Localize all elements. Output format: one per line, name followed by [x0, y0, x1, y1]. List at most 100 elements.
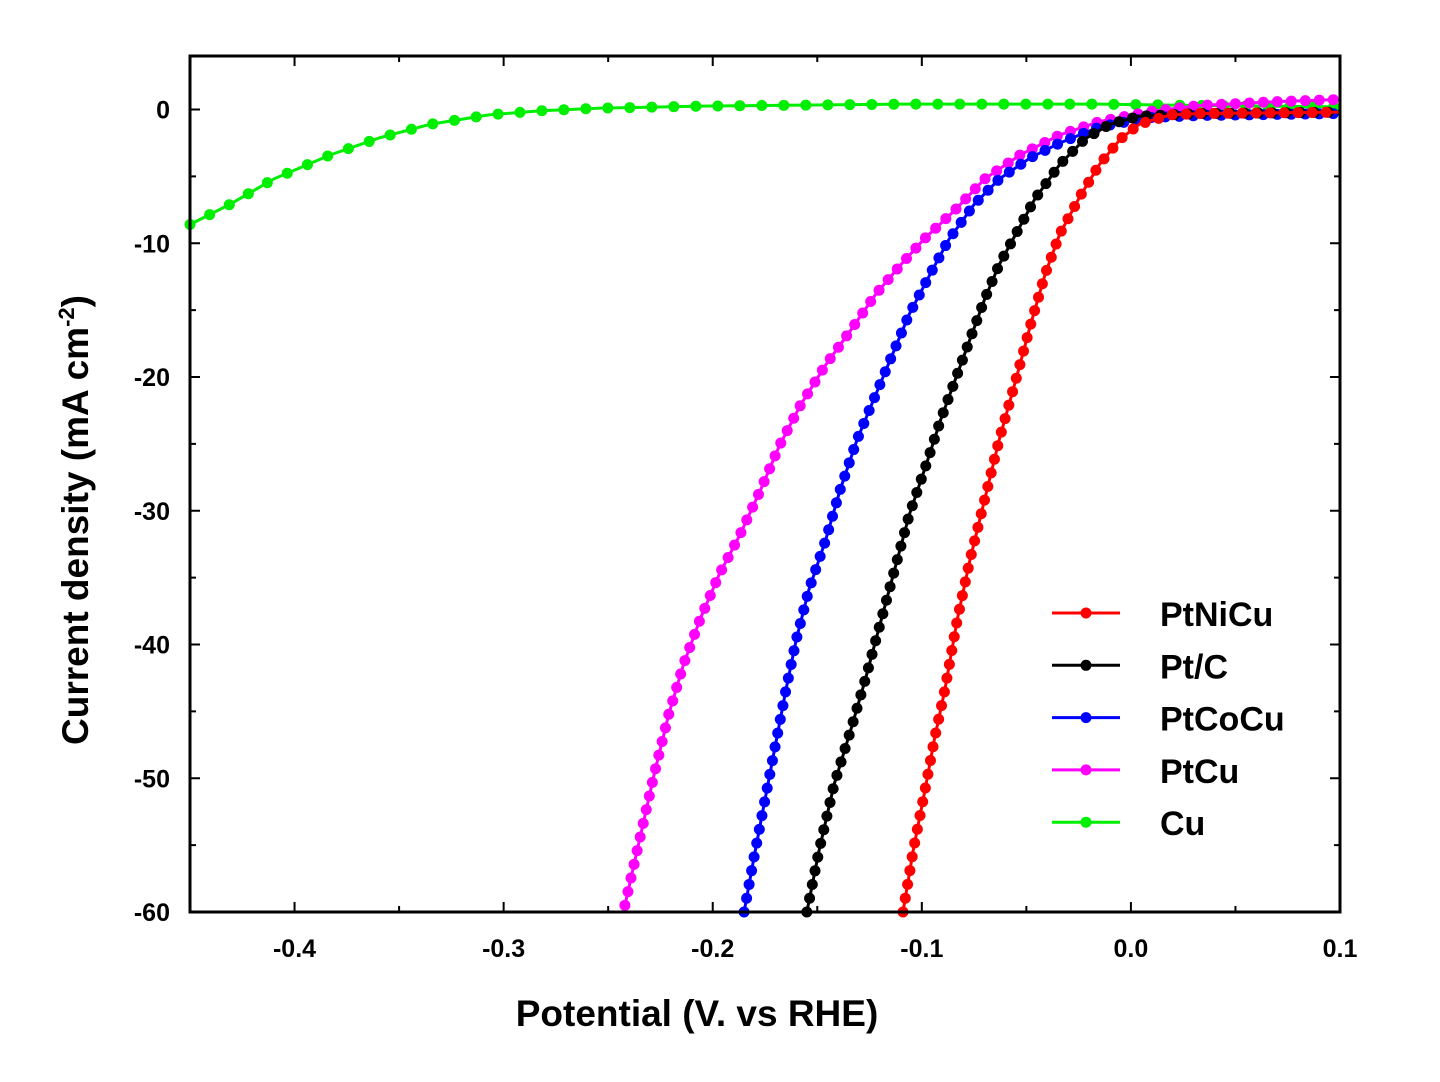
data-point — [781, 425, 793, 437]
data-point — [637, 817, 649, 829]
data-point — [1057, 155, 1069, 167]
data-point — [988, 453, 1000, 465]
data-point — [839, 470, 851, 482]
data-point — [895, 540, 907, 552]
data-point — [902, 513, 914, 525]
data-point — [1139, 116, 1151, 128]
data-point — [913, 289, 925, 301]
data-point — [819, 537, 831, 549]
y-tick-label: 0 — [156, 97, 170, 125]
data-point — [747, 501, 759, 513]
data-point — [809, 376, 821, 388]
data-point — [1029, 305, 1041, 317]
data-point — [998, 250, 1010, 262]
data-point — [986, 276, 998, 288]
data-point — [834, 483, 846, 495]
data-point — [663, 708, 675, 720]
data-point — [911, 823, 923, 835]
data-point — [761, 782, 773, 794]
data-point — [830, 497, 842, 509]
data-point — [843, 729, 855, 741]
data-point — [917, 796, 929, 808]
data-point — [907, 301, 919, 313]
data-point — [690, 100, 702, 112]
data-point — [646, 776, 658, 788]
data-point — [843, 457, 855, 469]
data-point — [800, 99, 812, 111]
data-point — [281, 167, 293, 179]
data-point — [1299, 95, 1311, 107]
data-point — [734, 100, 746, 112]
data-point — [751, 837, 763, 849]
data-point — [1278, 107, 1290, 119]
y-axis-title-close: ) — [55, 295, 96, 307]
series-ptc — [801, 106, 1341, 918]
data-point — [514, 106, 526, 118]
data-point — [1064, 133, 1076, 145]
data-point — [959, 576, 971, 588]
data-point — [933, 420, 945, 432]
data-point — [671, 681, 683, 693]
data-point — [812, 851, 824, 863]
data-point — [1107, 142, 1119, 154]
y-axis-title-sup: -2 — [54, 307, 79, 327]
y-tick-label: -50 — [134, 765, 170, 793]
data-point — [927, 741, 939, 753]
data-point — [794, 400, 806, 412]
data-point — [901, 314, 913, 326]
data-point — [982, 481, 994, 493]
data-point — [963, 205, 975, 217]
data-point — [985, 467, 997, 479]
data-point — [814, 550, 826, 562]
data-point — [775, 437, 787, 449]
data-point — [823, 524, 835, 536]
data-point — [1130, 99, 1142, 111]
data-point — [1039, 137, 1051, 149]
data-point — [816, 364, 828, 376]
data-point — [873, 621, 885, 633]
series-ptcu — [619, 94, 1341, 911]
data-point — [979, 494, 991, 506]
data-point — [909, 837, 921, 849]
data-point — [804, 892, 816, 904]
data-point — [774, 713, 786, 725]
data-point — [1014, 359, 1026, 371]
data-point — [822, 99, 834, 111]
data-point — [971, 315, 983, 327]
data-point — [1018, 345, 1030, 357]
data-point — [955, 216, 967, 228]
data-point — [890, 340, 902, 352]
data-point — [405, 123, 417, 135]
data-point — [888, 98, 900, 110]
data-point — [824, 796, 836, 808]
data-point — [877, 608, 889, 620]
data-point — [659, 722, 671, 734]
data-point — [940, 213, 952, 225]
data-point — [998, 98, 1010, 110]
y-tick-label: -10 — [134, 230, 170, 258]
data-point — [769, 741, 781, 753]
data-point — [536, 105, 548, 117]
data-point — [956, 590, 968, 602]
data-point — [965, 549, 977, 561]
data-point — [743, 878, 755, 890]
data-point — [961, 341, 973, 353]
data-point — [1027, 151, 1039, 163]
data-point — [802, 388, 814, 400]
data-point — [1010, 372, 1022, 384]
legend-label: Cu — [1160, 805, 1205, 843]
data-point — [862, 662, 874, 674]
legend-item: PtCoCu — [1052, 701, 1285, 739]
data-point — [322, 150, 334, 162]
data-point — [1048, 166, 1060, 178]
data-point — [847, 716, 859, 728]
y-tick-label: -20 — [134, 364, 170, 392]
data-point — [625, 872, 637, 884]
x-axis-title: Potential (V. vs RHE) — [516, 993, 879, 1034]
data-point — [902, 878, 914, 890]
data-point — [1215, 98, 1227, 110]
data-point — [1098, 153, 1110, 165]
data-point — [933, 713, 945, 725]
data-point — [919, 232, 931, 244]
data-point — [735, 527, 747, 539]
